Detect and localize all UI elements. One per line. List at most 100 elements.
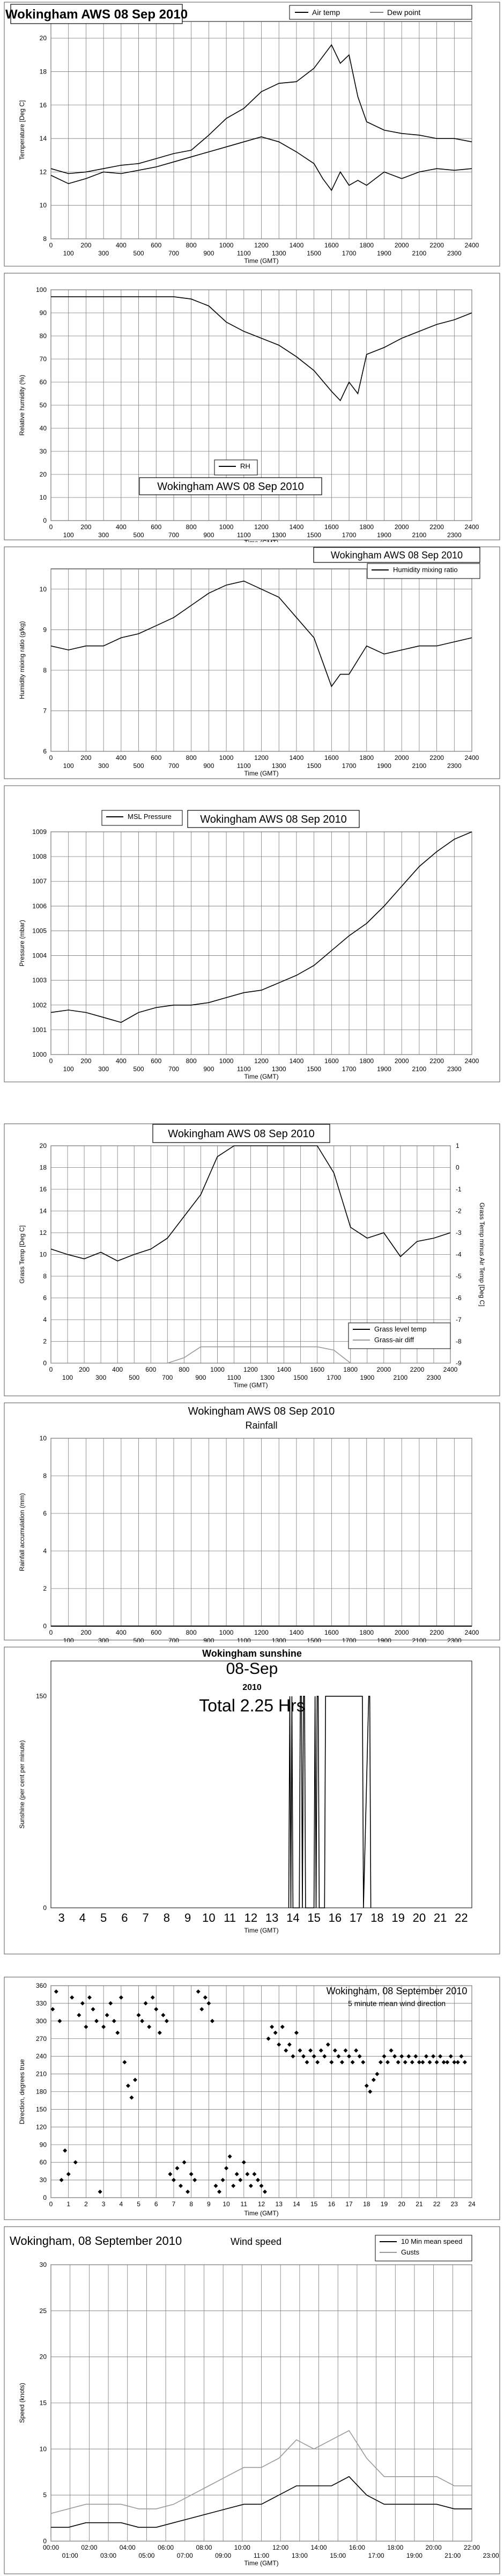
series-line-1 bbox=[50, 1145, 451, 1262]
x-tick-label: 6 bbox=[121, 1911, 128, 1924]
data-point bbox=[234, 2172, 239, 2177]
y-tick-label: 1006 bbox=[32, 902, 47, 910]
data-point bbox=[94, 2018, 99, 2023]
data-point bbox=[322, 2054, 327, 2059]
data-point bbox=[115, 2030, 120, 2035]
y-tick-label: 12 bbox=[40, 168, 47, 175]
legend-box bbox=[348, 1322, 451, 1349]
x-tick-label: 1600 bbox=[324, 1629, 339, 1636]
x-tick-label: 1100 bbox=[237, 762, 251, 770]
x-tick-label: 5 bbox=[137, 2200, 140, 2208]
data-point bbox=[413, 2054, 418, 2059]
x-axis-label: Time (GMT) bbox=[244, 1927, 278, 1934]
chart-title: Wokingham sunshine bbox=[202, 1648, 302, 1659]
chart-panel-6: 0 2 4 6 8 10 0 200 400 600 800 1000 1200 1400 1600 1800… bbox=[0, 1401, 504, 1642]
x-tick-label: 15 bbox=[310, 2200, 318, 2208]
chart-svg-4: 1000100110021003100410051006100710081009… bbox=[4, 785, 500, 1082]
x-tick-label: 900 bbox=[203, 531, 214, 539]
y-tick-label: 16 bbox=[40, 101, 47, 109]
y-tick-label: 10 bbox=[40, 1251, 47, 1258]
x-tick-label: 500 bbox=[134, 762, 144, 770]
x-tick-label: 500 bbox=[129, 1374, 139, 1381]
y-tick-label: 30 bbox=[40, 448, 47, 455]
series-line-2 bbox=[50, 2429, 472, 2514]
x-tick-label: 1000 bbox=[219, 754, 234, 762]
y-right-tick-label: -8 bbox=[456, 1338, 462, 1345]
y-tick-label: 1003 bbox=[32, 977, 47, 984]
x-tick-label: 1600 bbox=[324, 523, 339, 531]
x-tick-label: 1700 bbox=[342, 762, 357, 770]
data-point bbox=[294, 2030, 299, 2035]
y-axis-label: Relative humidity (%) bbox=[18, 375, 26, 435]
x-tick-label: 900 bbox=[203, 762, 214, 770]
y-tick-label: 240 bbox=[36, 2053, 47, 2060]
x-tick-label: 06:00 bbox=[158, 2544, 174, 2551]
x-tick-label: 1700 bbox=[342, 250, 357, 257]
x-tick-label: 1400 bbox=[290, 1057, 304, 1065]
x-tick-label: 400 bbox=[116, 1057, 127, 1065]
data-point bbox=[298, 2048, 302, 2053]
x-tick-label: 700 bbox=[168, 762, 179, 770]
x-tick-label: 2400 bbox=[465, 754, 479, 762]
data-point bbox=[186, 2190, 190, 2194]
x-tick-label: 700 bbox=[168, 250, 179, 257]
chart-svg-7: 0 150 3 4 5 6 7 8 9 10 11 12 13 14 15 16 17 18 19 20 21 22 Tim… bbox=[4, 1646, 500, 1955]
x-tick-label: 2300 bbox=[447, 1637, 462, 1642]
data-point bbox=[350, 2060, 355, 2065]
data-point bbox=[315, 2060, 320, 2065]
x-tick-label: 1500 bbox=[307, 531, 321, 539]
chart-title: Wokingham AWS 08 Sep 2010 bbox=[157, 481, 304, 493]
x-tick-label: 600 bbox=[151, 754, 161, 762]
x-tick-label: 2400 bbox=[465, 241, 479, 249]
x-tick-label: 100 bbox=[63, 250, 74, 257]
x-tick-label: 1500 bbox=[293, 1374, 308, 1381]
data-point bbox=[368, 2089, 373, 2094]
data-point bbox=[255, 2178, 260, 2183]
x-tick-label: 12 bbox=[244, 1911, 257, 1924]
x-tick-label: 0 bbox=[49, 1057, 53, 1065]
title-box bbox=[187, 810, 360, 828]
y-tick-label: 30 bbox=[40, 2176, 47, 2184]
data-point bbox=[410, 2060, 414, 2065]
data-point bbox=[105, 2012, 109, 2017]
y-axis-label: Speed (knots) bbox=[18, 2383, 26, 2423]
data-point bbox=[63, 2148, 68, 2153]
y-tick-label: 25 bbox=[40, 2307, 47, 2315]
data-point bbox=[329, 2060, 334, 2065]
chart-year: 2010 bbox=[242, 1683, 262, 1692]
x-tick-label: 1900 bbox=[377, 250, 391, 257]
data-point bbox=[396, 2060, 401, 2065]
y-right-tick-label: 0 bbox=[456, 1164, 459, 1172]
y-right-tick-label: -6 bbox=[456, 1294, 462, 1302]
x-tick-label: 18 bbox=[363, 2200, 370, 2208]
legend-label: Humidity mixing ratio bbox=[393, 566, 458, 574]
data-point bbox=[364, 2083, 369, 2088]
series-line-1 bbox=[50, 44, 472, 174]
data-point bbox=[336, 2054, 341, 2059]
series-line-1 bbox=[50, 831, 472, 1023]
data-point bbox=[217, 2190, 221, 2194]
data-point bbox=[241, 2160, 246, 2165]
y-tick-label: 180 bbox=[36, 2088, 47, 2096]
x-tick-label: 300 bbox=[98, 1637, 109, 1642]
data-point bbox=[108, 2001, 113, 2006]
x-tick-label: 400 bbox=[116, 1629, 127, 1636]
x-tick-label: 1100 bbox=[237, 1637, 251, 1642]
x-tick-label: 2400 bbox=[465, 523, 479, 531]
data-point bbox=[179, 2184, 183, 2189]
chart-total: Total 2.25 Hrs bbox=[199, 1696, 305, 1715]
y-tick-label: 10 bbox=[40, 1435, 47, 1442]
x-tick-label: 5 bbox=[100, 1911, 107, 1924]
x-tick-label: 1200 bbox=[254, 241, 269, 249]
x-tick-label: 21 bbox=[434, 1911, 447, 1924]
data-point bbox=[220, 2178, 225, 2183]
data-point bbox=[171, 2178, 176, 2183]
data-point bbox=[91, 2007, 95, 2011]
data-point bbox=[206, 2001, 211, 2006]
x-tick-label: 2000 bbox=[376, 1366, 391, 1373]
y-tick-label: 9 bbox=[43, 626, 47, 633]
x-tick-label: 600 bbox=[151, 1629, 161, 1636]
y-tick-label: 90 bbox=[40, 309, 47, 317]
y-tick-label: 0 bbox=[43, 1359, 47, 1367]
